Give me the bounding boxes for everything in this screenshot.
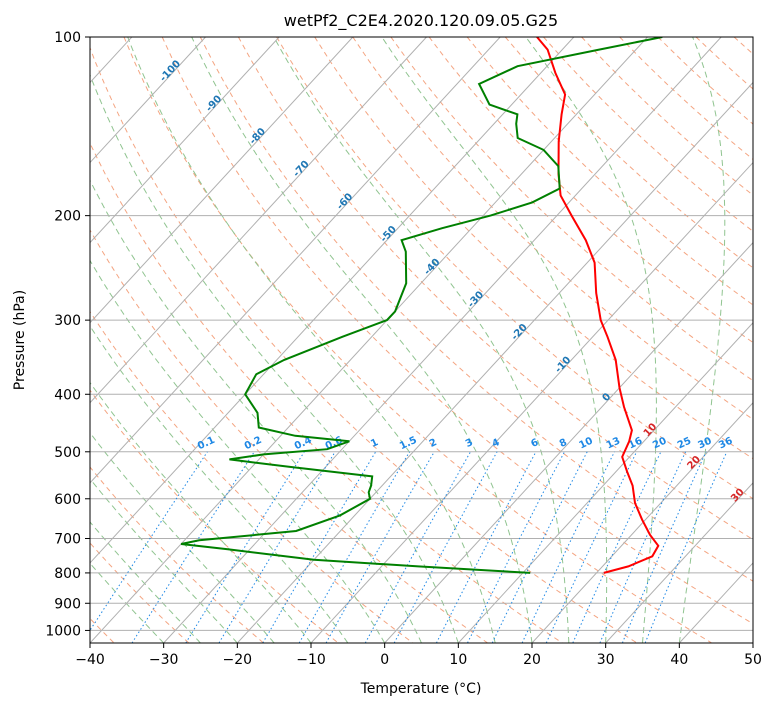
mixing-ratio-line (218, 451, 336, 643)
x-tick-label: −40 (75, 652, 105, 668)
mixing-ratio-label: 16 (627, 436, 644, 452)
dry-adiabat (90, 229, 488, 643)
mixing-ratio-label: 20 (651, 436, 668, 452)
moist-adiabat (90, 521, 201, 643)
x-tick-label: 40 (670, 652, 688, 668)
mixing-ratio-line (621, 451, 707, 643)
mixing-ratio-label: 25 (676, 436, 693, 452)
y-tick-label: 200 (54, 209, 81, 225)
moist-adiabats (90, 37, 726, 643)
y-tick-label: 1000 (45, 623, 81, 639)
isotherm-line (457, 321, 753, 643)
mixing-ratio-line (131, 451, 255, 643)
isotherm-line (90, 37, 354, 324)
mixing-ratio-labels: 0.1 0.2 0.4 0.6 1 1.5 2 3 4 6 8 10 13 16 20 25 30 36 (196, 435, 734, 452)
isotherm-line (90, 37, 280, 244)
mixing-ratio-label: 3 (464, 437, 475, 450)
isotherm-line (384, 241, 753, 643)
mixing-ratio-line (491, 451, 588, 643)
mixing-ratio-label: 2 (428, 437, 439, 450)
temperature-profile (536, 37, 660, 574)
dry-adiabat (276, 37, 753, 500)
moist-adiabat (273, 37, 570, 643)
chart-title: wetPf2_C2E4.2020.120.09.05.G25 (284, 11, 558, 31)
dewpoint-profile (180, 37, 663, 574)
mixing-ratio-label: 13 (605, 436, 622, 452)
dry-adiabat (161, 37, 753, 625)
mixing-ratio-label: 4 (491, 437, 502, 450)
moist-adiabat (90, 325, 349, 643)
y-tick-label: 100 (54, 30, 81, 46)
isotherm-line (236, 81, 753, 643)
x-axis-label: Temperature (°C) (360, 681, 482, 697)
dry-adiabat (390, 37, 753, 382)
moist-adiabat (90, 562, 165, 643)
mixing-ratio-label: 8 (558, 437, 569, 450)
moist-adiabat (678, 37, 726, 643)
dry-adiabat (199, 37, 753, 582)
isotherm-line (90, 37, 427, 404)
x-tick-label: 10 (449, 652, 467, 668)
y-tick-label: 500 (54, 445, 81, 461)
isotherm-line (90, 37, 501, 484)
x-tick-label: −10 (296, 652, 326, 668)
dry-adiabat (428, 37, 753, 344)
mixing-ratio-label: 1 (369, 437, 380, 450)
moist-adiabat (90, 478, 238, 643)
y-axis-ticks: 100 200 300 400 500 600 700 800 900 1000 (45, 30, 90, 639)
moist-adiabat (525, 37, 657, 643)
plot-area: -100-90-80-70-60-50-40-30-20-10010203040… (90, 37, 753, 643)
isotherm-line (605, 482, 753, 643)
isotherm-line (531, 402, 753, 643)
mixing-ratio-line (644, 451, 728, 643)
x-tick-label: 50 (744, 652, 762, 668)
x-tick-label: −30 (149, 652, 179, 668)
y-tick-label: 900 (54, 596, 81, 612)
dry-adiabat (90, 46, 638, 643)
y-tick-label: 800 (54, 566, 81, 582)
moist-adiabat (90, 73, 459, 643)
mixing-ratio-line (393, 451, 498, 643)
x-tick-label: 30 (597, 652, 615, 668)
x-tick-label: 0 (380, 652, 389, 668)
isotherm-line (90, 37, 206, 164)
sounding-profiles (180, 37, 663, 574)
y-tick-label: 600 (54, 492, 81, 508)
isotherm-line (90, 37, 575, 564)
y-axis-label: Pressure (hPa) (12, 290, 28, 390)
isotherm-line (310, 161, 753, 643)
y-tick-label: 700 (54, 532, 81, 548)
x-tick-label: −20 (223, 652, 253, 668)
skewed-isotherms (90, 37, 753, 643)
moist-adiabat (381, 37, 608, 643)
dry-adiabat (90, 466, 264, 643)
x-axis-ticks: −40 −30 −20 −10 0 10 20 30 40 50 (75, 643, 762, 668)
moist-adiabat (191, 37, 533, 643)
plot-frame (89, 36, 754, 644)
mixing-ratio-label: 36 (717, 436, 734, 452)
y-tick-label: 400 (54, 387, 81, 403)
moist-adiabat (90, 179, 422, 643)
dry-adiabat (237, 37, 753, 541)
moist-adiabat (90, 259, 386, 643)
isotherm-line (163, 37, 722, 643)
x-tick-label: 20 (523, 652, 541, 668)
dry-adiabat (90, 310, 414, 643)
mixing-ratio-label: 30 (696, 436, 713, 452)
mixing-ratio-line (90, 451, 208, 632)
mixing-ratio-label: 10 (577, 436, 594, 452)
y-tick-label: 300 (54, 313, 81, 329)
isotherm-line (90, 37, 648, 643)
mixing-ratio-label: 6 (529, 437, 540, 450)
dry-adiabat (466, 37, 753, 306)
moist-adiabat (127, 37, 496, 643)
